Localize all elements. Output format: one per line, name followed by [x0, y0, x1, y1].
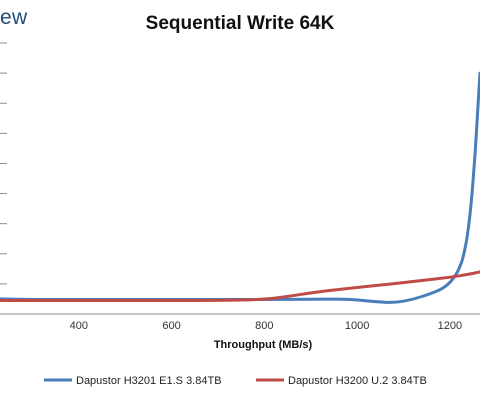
legend: Dapustor H3201 E1.S 3.84TB Dapustor H3200…	[44, 375, 427, 387]
legend-label-0: Dapustor H3201 E1.S 3.84TB	[76, 375, 222, 387]
series-layer	[0, 71, 480, 304]
logo-text: ew	[0, 6, 28, 29]
series-line-1	[0, 270, 480, 302]
x-tick-label: 400	[70, 320, 88, 332]
chart-title: Sequential Write 64K	[145, 13, 335, 34]
x-axis-label: Throughput (MB/s)	[214, 339, 313, 351]
x-tick-label: 1000	[345, 320, 369, 332]
x-tick-label: 600	[162, 320, 180, 332]
gridlines	[0, 42, 7, 285]
series-line-0	[0, 71, 480, 304]
legend-label-1: Dapustor H3200 U.2 3.84TB	[288, 375, 427, 387]
x-tick-label: 1200	[438, 320, 462, 332]
x-tick-label: 800	[255, 320, 273, 332]
x-tick-labels: 400 600 800 1000 1200	[70, 320, 462, 332]
